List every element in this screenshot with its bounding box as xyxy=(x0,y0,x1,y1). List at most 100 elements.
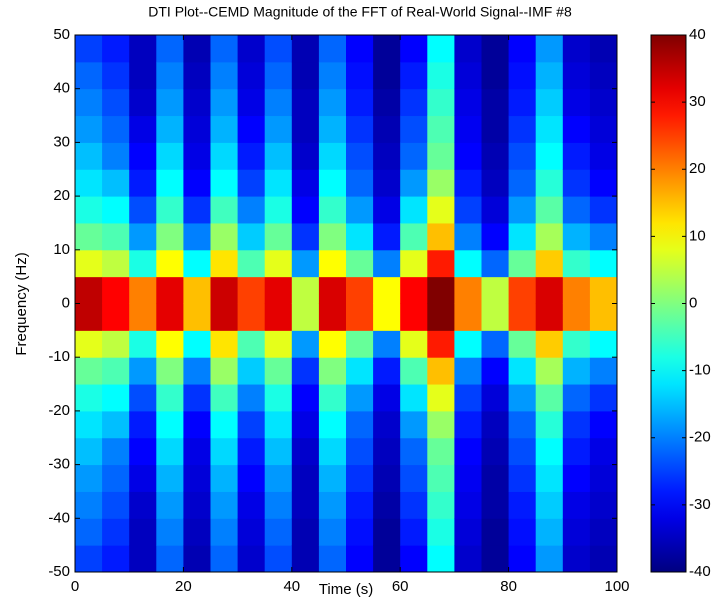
heatmap-cell xyxy=(589,61,618,90)
y-tick-label: 50 xyxy=(53,26,70,43)
heatmap-cell xyxy=(291,518,320,546)
heatmap-cell xyxy=(183,330,211,358)
heatmap-cell xyxy=(589,115,618,143)
heatmap-cell xyxy=(129,196,157,224)
heatmap-cell xyxy=(210,115,239,143)
heatmap-cell xyxy=(264,169,293,197)
heatmap-cell xyxy=(102,303,130,331)
heatmap-cell xyxy=(156,88,184,117)
x-tick-label: 100 xyxy=(604,578,629,595)
heatmap-cell xyxy=(427,249,455,278)
heatmap-cell xyxy=(183,196,211,224)
heatmap-cell xyxy=(427,222,455,251)
heatmap-cell xyxy=(210,303,239,331)
heatmap-cell xyxy=(291,410,320,439)
heatmap-cell xyxy=(102,249,130,278)
heatmap-cell xyxy=(508,330,537,358)
heatmap-cell xyxy=(183,303,211,331)
heatmap-cell xyxy=(291,222,320,251)
heatmap-cell xyxy=(183,222,211,251)
heatmap-cell xyxy=(210,330,239,358)
heatmap-cell xyxy=(535,222,564,251)
heatmap-cell xyxy=(156,330,184,358)
heatmap-cell xyxy=(291,357,320,385)
heatmap-cell xyxy=(373,35,401,63)
heatmap-cell xyxy=(562,222,591,251)
x-tick-label: 40 xyxy=(283,578,300,595)
heatmap-cell xyxy=(589,357,618,385)
heatmap-cell xyxy=(454,518,482,546)
heatmap-cell xyxy=(291,35,320,63)
heatmap-cell xyxy=(75,384,103,412)
heatmap-cell xyxy=(508,491,537,519)
heatmap-cell xyxy=(454,115,482,143)
heatmap-cell xyxy=(102,384,130,412)
heatmap-cell xyxy=(183,357,211,385)
heatmap-cell xyxy=(156,518,184,546)
heatmap-cell xyxy=(102,169,130,197)
colorbar-tick-label: -40 xyxy=(689,563,711,580)
heatmap-cell xyxy=(481,169,510,197)
heatmap-cell xyxy=(454,464,482,492)
heatmap-cell xyxy=(562,142,591,170)
heatmap-cell xyxy=(535,276,564,304)
heatmap-cell xyxy=(589,88,618,117)
heatmap-cell xyxy=(237,88,266,117)
y-tick-label: -10 xyxy=(48,348,70,365)
heatmap-cell xyxy=(508,410,537,439)
heatmap-cell xyxy=(400,437,428,466)
heatmap-cell xyxy=(129,491,157,519)
heatmap-cell xyxy=(427,169,455,197)
heatmap-cell xyxy=(454,276,482,304)
heatmap-cell xyxy=(454,303,482,331)
heatmap-cell xyxy=(589,518,618,546)
heatmap-cell xyxy=(400,35,428,63)
heatmap-cell xyxy=(318,115,347,143)
heatmap-cell xyxy=(75,88,103,117)
heatmap-cell xyxy=(264,357,293,385)
y-axis-label: Frequency (Hz) xyxy=(13,252,30,355)
heatmap-cell xyxy=(102,35,130,63)
heatmap-cell xyxy=(102,88,130,117)
heatmap-cell xyxy=(264,88,293,117)
heatmap-cell xyxy=(264,437,293,466)
heatmap-cell xyxy=(156,196,184,224)
heatmap-cell xyxy=(129,303,157,331)
heatmap-cell xyxy=(237,61,266,90)
heatmap-cell xyxy=(589,35,618,63)
heatmap-cell xyxy=(129,35,157,63)
heatmap-cell xyxy=(346,88,374,117)
heatmap-cell xyxy=(562,518,591,546)
heatmap-cell xyxy=(400,384,428,412)
colorbar-tick-label: -30 xyxy=(689,496,711,513)
heatmap-cell xyxy=(589,410,618,439)
heatmap-cell xyxy=(373,357,401,385)
heatmap-cell xyxy=(427,88,455,117)
heatmap-cell xyxy=(346,196,374,224)
heatmap-cell xyxy=(156,410,184,439)
heatmap-cell xyxy=(373,222,401,251)
heatmap-cell xyxy=(589,303,618,331)
heatmap-cell xyxy=(237,384,266,412)
heatmap-cell xyxy=(346,410,374,439)
heatmap-cell xyxy=(589,142,618,170)
y-tick-label: -30 xyxy=(48,456,70,473)
heatmap-cell xyxy=(318,357,347,385)
heatmap-cell xyxy=(373,410,401,439)
x-tick-label: 80 xyxy=(500,578,517,595)
heatmap-cell xyxy=(562,357,591,385)
heatmap-cell xyxy=(291,88,320,117)
y-tick-label: -50 xyxy=(48,563,70,580)
heatmap-cell xyxy=(183,437,211,466)
heatmap-cell xyxy=(454,88,482,117)
heatmap-cell xyxy=(129,410,157,439)
heatmap xyxy=(75,35,618,573)
heatmap-cell xyxy=(237,276,266,304)
heatmap-cell xyxy=(427,196,455,224)
heatmap-cell xyxy=(454,357,482,385)
heatmap-cell xyxy=(183,115,211,143)
heatmap-cell xyxy=(264,330,293,358)
heatmap-cell xyxy=(75,303,103,331)
heatmap-cell xyxy=(183,410,211,439)
heatmap-cell xyxy=(481,196,510,224)
